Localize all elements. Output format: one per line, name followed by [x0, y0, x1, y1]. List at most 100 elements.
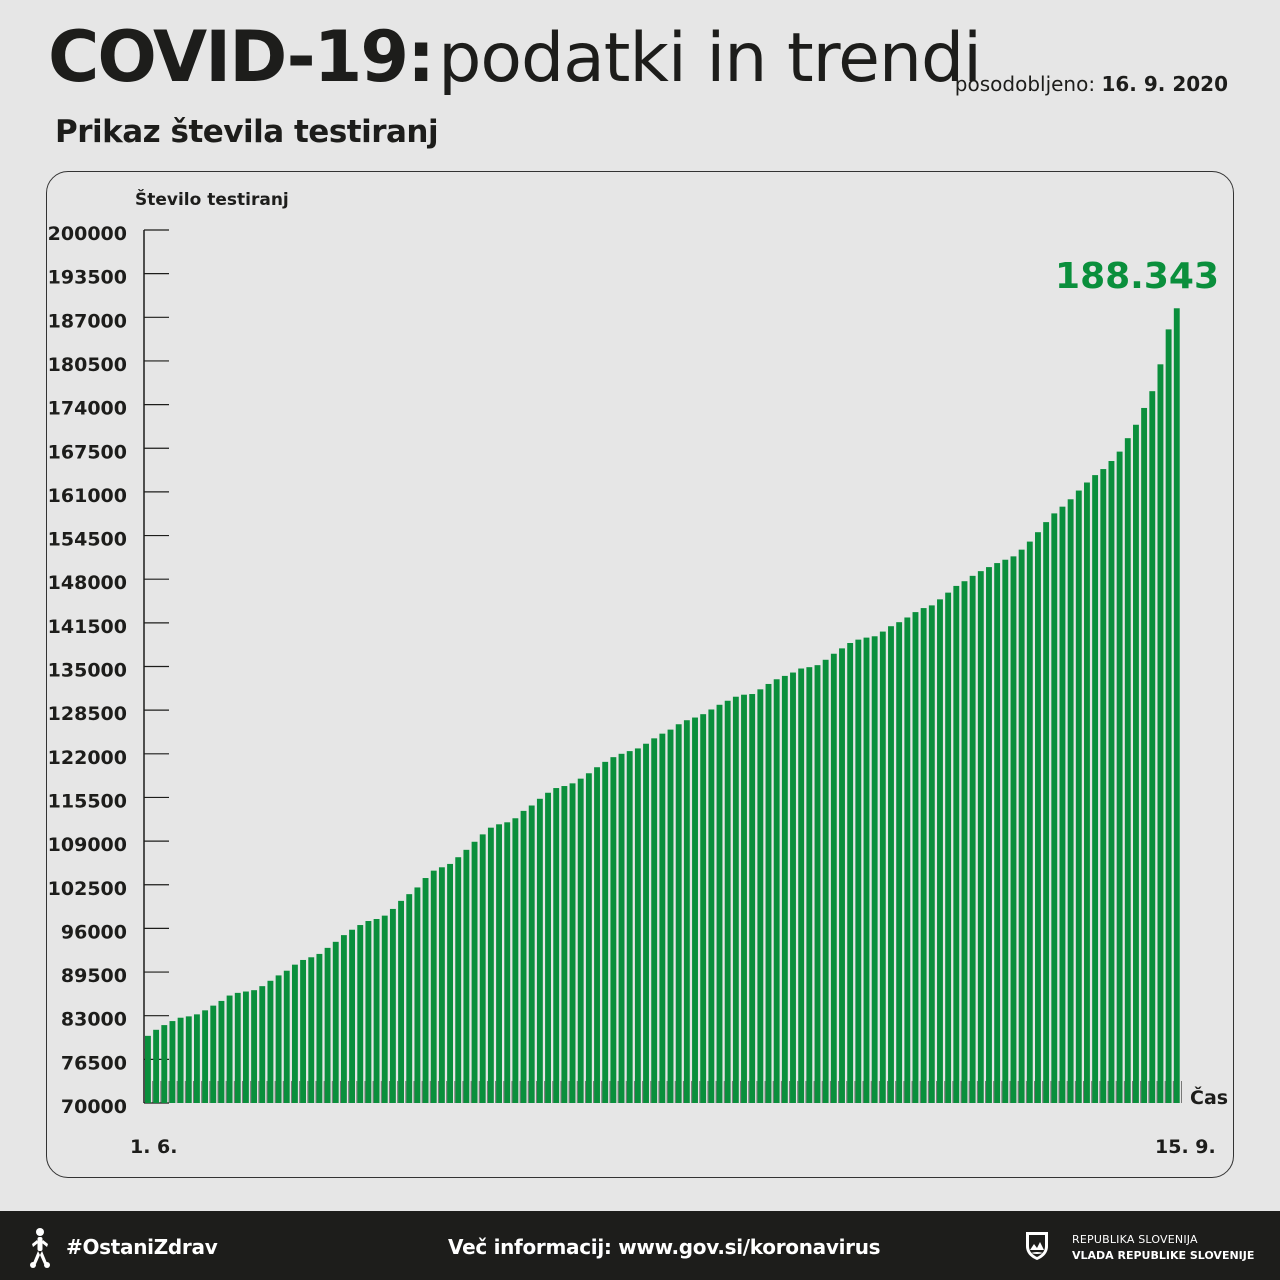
- bar: [487, 827, 494, 1103]
- y-tick-label: 161000: [48, 485, 127, 507]
- x-tick-mark: [364, 1081, 366, 1103]
- bar: [145, 1035, 151, 1103]
- x-tick-mark: [715, 1081, 717, 1103]
- x-tick-mark: [1123, 1081, 1125, 1103]
- x-tick-mark: [307, 1081, 309, 1103]
- bar: [806, 667, 813, 1103]
- bar: [1084, 482, 1090, 1103]
- bar: [1108, 461, 1115, 1103]
- bar: [496, 824, 502, 1103]
- y-tick-label: 122000: [48, 747, 127, 769]
- x-tick-mark: [405, 1081, 407, 1103]
- page-title: COVID-19: podatki in trendi: [48, 22, 982, 93]
- bar: [986, 567, 992, 1103]
- x-tick-mark: [241, 1081, 243, 1103]
- x-tick-mark: [601, 1081, 603, 1103]
- bar: [879, 631, 886, 1103]
- x-tick-mark: [740, 1081, 742, 1103]
- bar: [153, 1029, 160, 1103]
- x-tick-mark: [862, 1081, 864, 1103]
- x-tick-mark: [821, 1081, 823, 1103]
- x-tick-mark: [372, 1081, 374, 1103]
- bar: [169, 1021, 176, 1103]
- bar: [855, 639, 862, 1103]
- x-tick-mark: [1115, 1081, 1117, 1103]
- x-tick-mark: [919, 1081, 921, 1103]
- x-tick-mark: [617, 1081, 619, 1103]
- x-tick-mark: [544, 1081, 546, 1103]
- bar: [316, 953, 323, 1103]
- x-tick-mark: [168, 1081, 170, 1103]
- bar: [504, 822, 511, 1103]
- bar: [830, 653, 837, 1103]
- x-tick-mark: [976, 1081, 978, 1103]
- bar: [773, 679, 780, 1103]
- x-tick-mark: [323, 1081, 325, 1103]
- bar: [455, 857, 462, 1103]
- chart-subtitle: Prikaz števila testiranj: [55, 114, 439, 150]
- bar: [1075, 490, 1082, 1103]
- bar: [969, 575, 976, 1103]
- bar: [602, 761, 609, 1103]
- bar: [226, 995, 233, 1103]
- bar: [1173, 308, 1180, 1103]
- x-tick-mark: [780, 1081, 782, 1103]
- x-tick-mark: [682, 1081, 684, 1103]
- x-tick-mark: [258, 1081, 260, 1103]
- x-tick-mark: [339, 1081, 341, 1103]
- x-tick-mark: [290, 1081, 292, 1103]
- title-strong: COVID-19:: [48, 16, 435, 98]
- more-info-link[interactable]: Več informacij: www.gov.si/koronavirus: [448, 1235, 881, 1259]
- bar: [471, 841, 478, 1103]
- y-tick-label: 180500: [48, 354, 127, 376]
- bar: [1010, 556, 1017, 1103]
- bar: [561, 786, 568, 1103]
- x-tick-mark: [1009, 1081, 1011, 1103]
- y-tick-label: 200000: [48, 223, 127, 245]
- bar: [430, 870, 437, 1103]
- x-tick-mark: [1148, 1081, 1150, 1103]
- bar: [1157, 364, 1164, 1103]
- x-tick-mark: [421, 1081, 423, 1103]
- bar: [259, 986, 266, 1103]
- x-tick-mark: [503, 1081, 505, 1103]
- x-tick-mark: [1001, 1081, 1003, 1103]
- x-tick-mark: [576, 1081, 578, 1103]
- bar: [675, 724, 682, 1103]
- bar: [251, 990, 258, 1103]
- bar: [267, 980, 274, 1103]
- x-tick-mark: [388, 1081, 390, 1103]
- bar: [1002, 559, 1009, 1103]
- bar: [1092, 475, 1099, 1103]
- bar: [512, 818, 519, 1103]
- x-tick-mark: [854, 1081, 856, 1103]
- x-tick-mark: [927, 1081, 929, 1103]
- x-tick-mark: [413, 1081, 415, 1103]
- bar: [904, 617, 911, 1103]
- x-tick-mark: [184, 1081, 186, 1103]
- bar: [569, 783, 576, 1103]
- x-tick-mark: [1132, 1081, 1134, 1103]
- updated-date: 16. 9. 2020: [1101, 72, 1228, 96]
- x-tick-mark: [756, 1081, 758, 1103]
- bar: [839, 648, 845, 1103]
- x-tick-mark: [911, 1081, 913, 1103]
- bar: [626, 751, 633, 1103]
- x-tick-mark: [674, 1081, 676, 1103]
- bar: [242, 991, 249, 1103]
- y-tick-label: 174000: [48, 398, 127, 420]
- bar: [1100, 469, 1107, 1103]
- y-tick-label: 76500: [61, 1052, 127, 1074]
- bar: [994, 563, 1001, 1103]
- bar: [161, 1025, 168, 1103]
- bar: [357, 925, 364, 1103]
- bar: [520, 810, 527, 1103]
- x-tick-mark: [446, 1081, 448, 1103]
- x-tick-mark: [160, 1081, 162, 1103]
- bar: [185, 1016, 192, 1103]
- updated-label: posodobljeno:: [954, 72, 1096, 96]
- y-tick-label: 102500: [48, 878, 127, 900]
- x-tick-mark: [772, 1081, 774, 1103]
- x-tick-mark: [201, 1081, 203, 1103]
